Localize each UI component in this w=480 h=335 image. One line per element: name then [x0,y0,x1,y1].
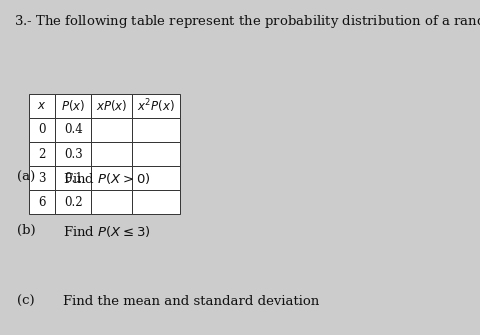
Text: 0: 0 [38,124,46,136]
Bar [55,118,91,142]
Bar [29,94,55,118]
Text: 0.3: 0.3 [64,148,83,160]
Text: Find $P(X \leq 3)$: Find $P(X \leq 3)$ [62,224,150,240]
Bar [132,166,180,190]
Text: (a): (a) [17,171,35,184]
Bar [132,118,180,142]
Text: $x$: $x$ [37,99,47,112]
Bar [91,118,132,142]
Text: $P(x)$: $P(x)$ [61,98,85,113]
Bar [132,142,180,166]
Bar [55,142,91,166]
Text: 0.1: 0.1 [64,172,83,185]
Text: Find the mean and standard deviation: Find the mean and standard deviation [62,295,318,308]
Bar [91,94,132,118]
Bar [55,94,91,118]
Text: 3.- The following table represent the probability distribution of a random varia: 3.- The following table represent the pr… [14,13,480,30]
Text: 6: 6 [38,196,46,209]
Text: 0.2: 0.2 [64,196,83,209]
Text: Find $P(X > 0)$: Find $P(X > 0)$ [62,171,150,186]
Bar [29,142,55,166]
Text: 0.4: 0.4 [64,124,83,136]
Bar [132,190,180,214]
Bar [132,94,180,118]
Bar [55,190,91,214]
Bar [29,190,55,214]
Text: (b): (b) [17,224,36,238]
Text: $xP(x)$: $xP(x)$ [96,98,127,113]
Text: $x^2P(x)$: $x^2P(x)$ [137,97,175,115]
Bar [29,166,55,190]
Bar [91,142,132,166]
Text: 3: 3 [38,172,46,185]
Text: (c): (c) [17,295,35,308]
Bar [91,166,132,190]
Bar [55,166,91,190]
Bar [29,118,55,142]
Bar [91,190,132,214]
Text: 2: 2 [38,148,46,160]
